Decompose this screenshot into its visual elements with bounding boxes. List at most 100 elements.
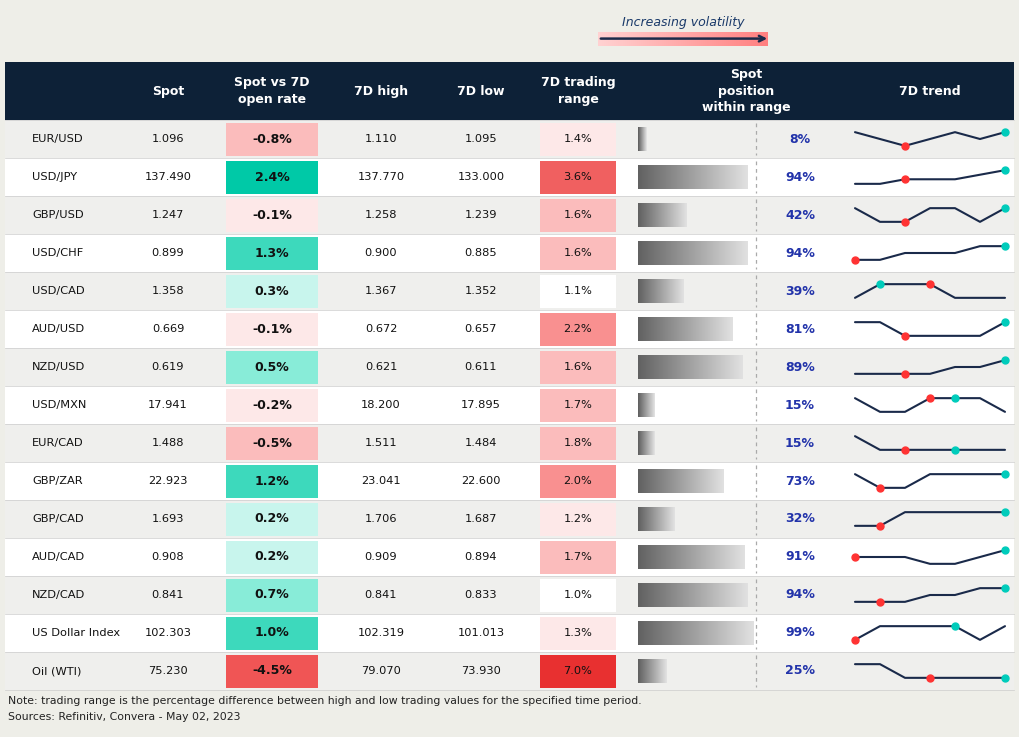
Bar <box>540 503 616 536</box>
Text: 75.230: 75.230 <box>148 666 187 676</box>
Text: 137.490: 137.490 <box>145 172 192 182</box>
Text: 1.0%: 1.0% <box>564 590 592 600</box>
Text: 17.941: 17.941 <box>148 400 187 410</box>
Text: EUR/USD: EUR/USD <box>32 134 84 144</box>
Text: 18.200: 18.200 <box>361 400 400 410</box>
Bar <box>5 538 1014 576</box>
Text: Note: trading range is the percentage difference between high and low trading va: Note: trading range is the percentage di… <box>8 696 642 706</box>
Bar <box>5 424 1014 462</box>
Bar <box>5 576 1014 614</box>
Bar <box>540 161 616 194</box>
Bar <box>226 198 318 231</box>
Text: 1.095: 1.095 <box>465 134 497 144</box>
Text: 101.013: 101.013 <box>458 628 504 638</box>
Text: GBP/CAD: GBP/CAD <box>32 514 84 524</box>
Text: 2.4%: 2.4% <box>255 170 289 184</box>
Text: GBP/USD: GBP/USD <box>32 210 84 220</box>
Bar <box>226 237 318 270</box>
Bar <box>540 616 616 649</box>
Bar <box>226 388 318 422</box>
Text: 0.2%: 0.2% <box>255 551 289 564</box>
Text: 0.672: 0.672 <box>365 324 397 334</box>
Text: Sources: Refinitiv, Convera - May 02, 2023: Sources: Refinitiv, Convera - May 02, 20… <box>8 712 240 722</box>
Text: 1.693: 1.693 <box>152 514 184 524</box>
Text: 99%: 99% <box>785 626 815 640</box>
Text: -0.5%: -0.5% <box>252 436 291 450</box>
Bar <box>5 652 1014 690</box>
Text: -4.5%: -4.5% <box>252 665 291 677</box>
Text: 0.657: 0.657 <box>465 324 497 334</box>
Bar <box>5 158 1014 196</box>
Text: 1.4%: 1.4% <box>564 134 592 144</box>
Text: 0.621: 0.621 <box>365 362 397 372</box>
Text: 1.247: 1.247 <box>152 210 184 220</box>
Text: USD/CHF: USD/CHF <box>32 248 84 258</box>
Text: 0.841: 0.841 <box>152 590 184 600</box>
Text: AUD/CAD: AUD/CAD <box>32 552 86 562</box>
Text: 0.619: 0.619 <box>152 362 184 372</box>
Text: 81%: 81% <box>785 323 815 335</box>
Text: Increasing volatility: Increasing volatility <box>622 15 744 29</box>
Text: 0.611: 0.611 <box>465 362 497 372</box>
Bar <box>5 500 1014 538</box>
Bar <box>540 351 616 383</box>
Text: 0.908: 0.908 <box>152 552 184 562</box>
Text: 133.000: 133.000 <box>458 172 504 182</box>
Text: 1.3%: 1.3% <box>255 246 289 259</box>
Text: 7D high: 7D high <box>354 85 408 97</box>
Text: 42%: 42% <box>785 209 815 222</box>
Text: 102.303: 102.303 <box>145 628 192 638</box>
Text: USD/JPY: USD/JPY <box>32 172 77 182</box>
Text: 23.041: 23.041 <box>361 476 400 486</box>
Text: 91%: 91% <box>785 551 815 564</box>
Text: -0.2%: -0.2% <box>252 399 291 411</box>
Text: 102.319: 102.319 <box>358 628 405 638</box>
Bar <box>5 348 1014 386</box>
Text: 94%: 94% <box>785 589 815 601</box>
Text: 3.6%: 3.6% <box>564 172 592 182</box>
Text: Spot
position
within range: Spot position within range <box>702 68 791 114</box>
Text: 1.258: 1.258 <box>365 210 397 220</box>
Text: 0.669: 0.669 <box>152 324 184 334</box>
Text: 94%: 94% <box>785 246 815 259</box>
Text: 7D trading
range: 7D trading range <box>541 76 615 105</box>
Text: 89%: 89% <box>785 360 815 374</box>
Text: 25%: 25% <box>785 665 815 677</box>
Text: 15%: 15% <box>785 399 815 411</box>
Text: 94%: 94% <box>785 170 815 184</box>
Bar <box>226 464 318 497</box>
Text: 1.0%: 1.0% <box>255 626 289 640</box>
Text: 22.600: 22.600 <box>462 476 500 486</box>
Bar <box>226 579 318 612</box>
Bar <box>540 654 616 688</box>
Bar <box>540 388 616 422</box>
Text: 0.2%: 0.2% <box>255 512 289 525</box>
Text: 1.511: 1.511 <box>365 438 397 448</box>
Text: 73%: 73% <box>785 475 815 487</box>
Bar <box>5 234 1014 272</box>
Bar <box>226 312 318 346</box>
Text: 8%: 8% <box>790 133 810 145</box>
Text: 15%: 15% <box>785 436 815 450</box>
Bar <box>226 654 318 688</box>
Bar <box>540 237 616 270</box>
Bar <box>5 386 1014 424</box>
Text: 1.1%: 1.1% <box>564 286 592 296</box>
Text: Oil (WTI): Oil (WTI) <box>32 666 82 676</box>
Bar <box>540 540 616 573</box>
Text: 1.3%: 1.3% <box>564 628 592 638</box>
Bar <box>5 310 1014 348</box>
Text: 1.488: 1.488 <box>152 438 184 448</box>
Text: 7D trend: 7D trend <box>899 85 961 97</box>
Bar <box>226 616 318 649</box>
Text: 1.687: 1.687 <box>465 514 497 524</box>
Text: Spot: Spot <box>152 85 184 97</box>
Text: 79.070: 79.070 <box>361 666 400 676</box>
Text: 1.096: 1.096 <box>152 134 184 144</box>
Text: 0.833: 0.833 <box>465 590 497 600</box>
Text: 7.0%: 7.0% <box>564 666 592 676</box>
Bar <box>5 272 1014 310</box>
Bar <box>540 312 616 346</box>
Text: 1.367: 1.367 <box>365 286 397 296</box>
Text: 0.3%: 0.3% <box>255 284 289 298</box>
